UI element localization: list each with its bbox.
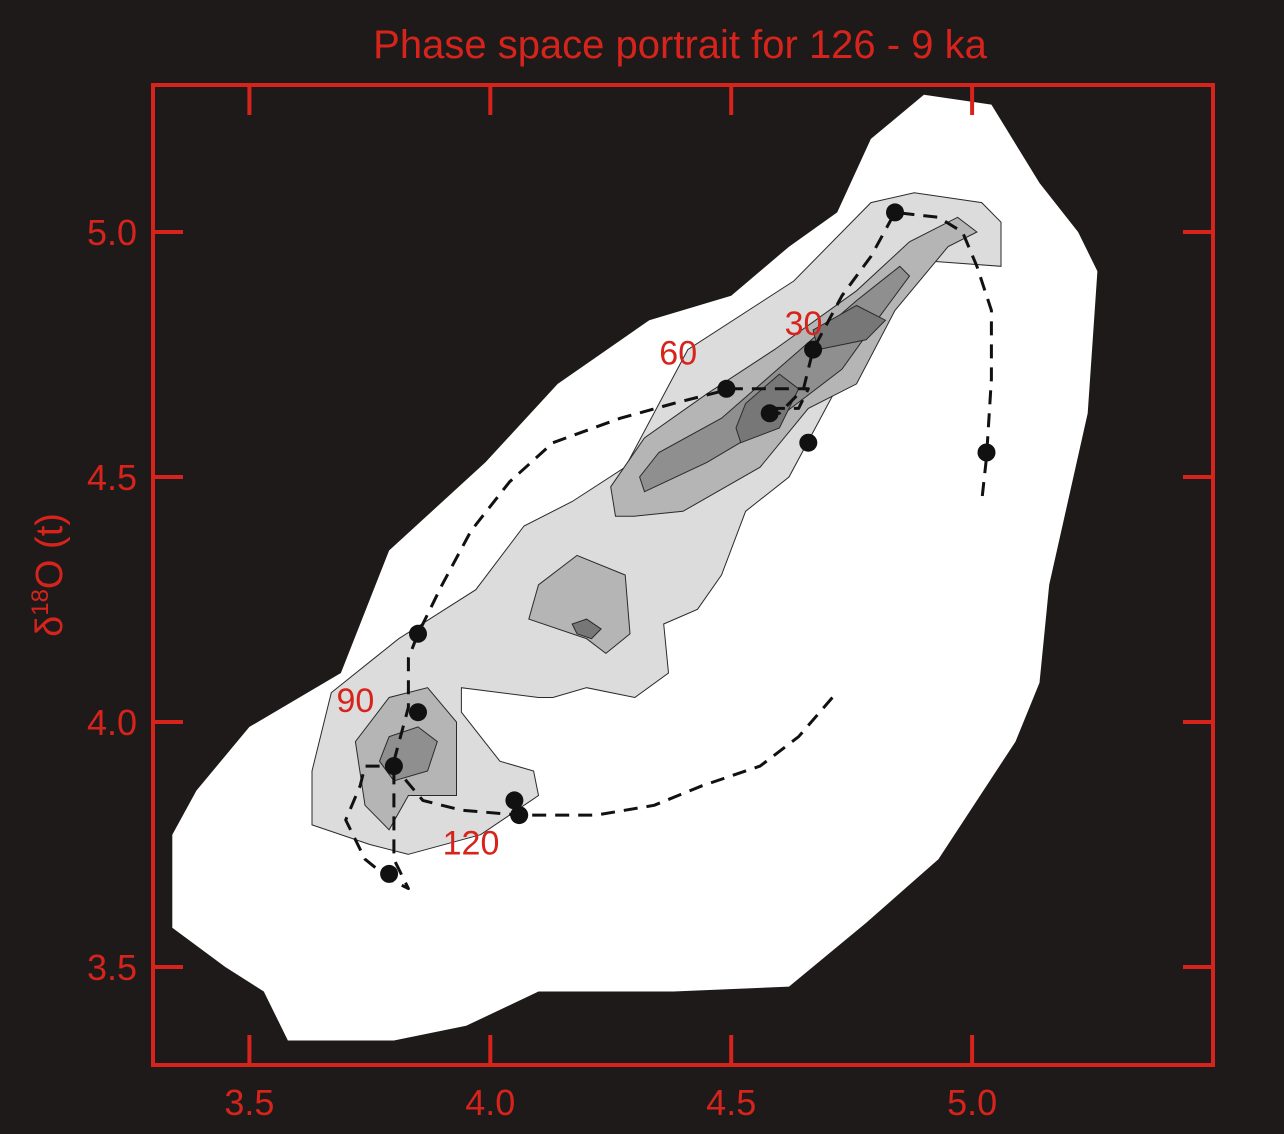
axis-ticks: 3.5 4.0 4.5 5.0 3.5 4.0 4.5 5.0 xyxy=(87,85,1213,1123)
y-tick-label-1: 4.0 xyxy=(87,702,137,743)
trajectory-marker-8 xyxy=(384,757,403,776)
chart-title: Phase space portrait for 126 - 9 ka xyxy=(373,23,987,67)
trajectory-marker-4 xyxy=(799,433,818,452)
trajectory-marker-6 xyxy=(409,624,427,643)
trajectory-marker-3 xyxy=(760,404,779,423)
time-label-30: 30 xyxy=(785,305,823,343)
plot-frame xyxy=(151,83,1215,1067)
trajectory-marker-11 xyxy=(380,864,399,883)
x-tick-label-1: 4.0 xyxy=(465,1082,515,1123)
annotation-layer: 30 60 90 120 xyxy=(336,305,822,862)
time-label-120: 120 xyxy=(443,824,500,862)
x-tick-label-2: 4.5 xyxy=(706,1082,756,1123)
trajectory-marker-5 xyxy=(977,443,996,462)
trajectory-marker-7 xyxy=(409,703,427,722)
trajectory-marker-1 xyxy=(804,340,823,359)
density-contour-level-5-9 xyxy=(812,304,887,351)
density-contours xyxy=(172,94,1098,1041)
trajectory-marker-2 xyxy=(717,379,736,398)
time-label-90: 90 xyxy=(336,682,374,720)
time-label-60: 60 xyxy=(659,334,697,372)
density-contour-level-5-7 xyxy=(571,618,602,640)
trajectory-marker-0 xyxy=(886,203,904,222)
y-tick-label-2: 4.5 xyxy=(87,457,137,498)
trajectory-line xyxy=(344,210,993,891)
trajectory-layer xyxy=(344,210,993,891)
y-tick-label-0: 3.5 xyxy=(87,947,137,988)
trajectory-marker-9 xyxy=(505,791,524,810)
marker-layer xyxy=(380,203,996,883)
y-tick-label-3: 5.0 xyxy=(87,212,137,253)
y-axis-label: δ18O (t) xyxy=(27,513,71,637)
x-tick-label-3: 5.0 xyxy=(947,1082,997,1123)
trajectory-marker-10 xyxy=(510,806,529,825)
density-contour-level-3-3 xyxy=(528,554,631,655)
x-tick-label-0: 3.5 xyxy=(224,1082,274,1123)
